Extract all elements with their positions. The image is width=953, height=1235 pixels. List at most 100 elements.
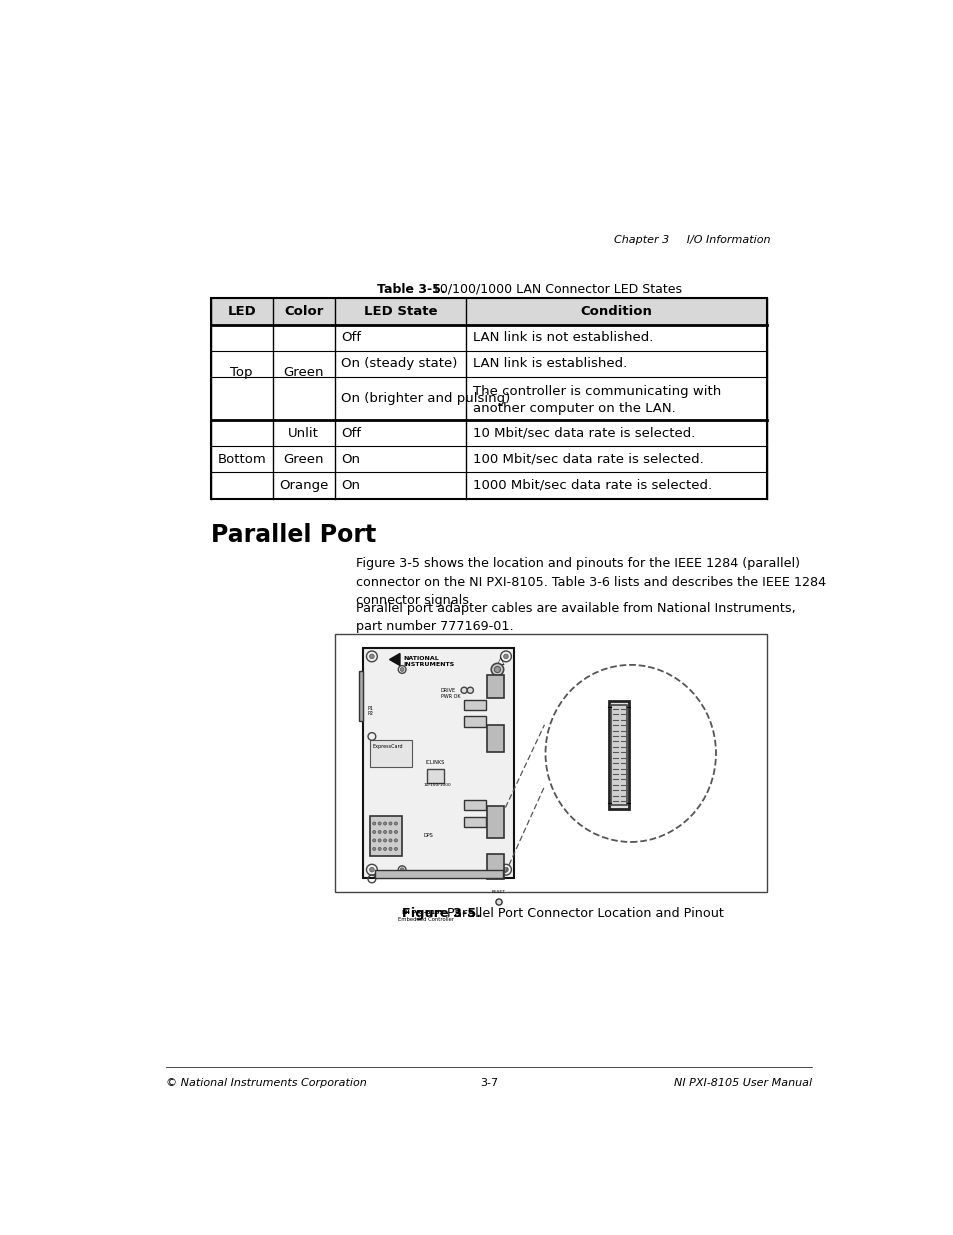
Bar [464, 716, 485, 727]
Text: ICLINKS: ICLINKS [425, 760, 444, 764]
Circle shape [394, 847, 397, 851]
Text: NI PXI-8105 User Manual: NI PXI-8105 User Manual [673, 1078, 811, 1088]
Circle shape [373, 830, 375, 834]
Bar [358, 671, 363, 721]
Text: 36: 36 [630, 798, 644, 808]
Bar [211, 299, 766, 499]
Circle shape [377, 823, 381, 825]
Text: © National Instruments Corporation: © National Instruments Corporation [166, 1078, 366, 1088]
Bar [427, 769, 443, 783]
Text: Orange: Orange [278, 479, 328, 492]
Text: 3-7: 3-7 [479, 1078, 497, 1088]
Bar [211, 299, 766, 325]
Circle shape [467, 687, 473, 693]
Text: Embedded Controller: Embedded Controller [397, 918, 454, 923]
Bar [611, 705, 626, 805]
Circle shape [383, 847, 386, 851]
Text: Figure 3-5.: Figure 3-5. [402, 908, 480, 920]
Text: DPS: DPS [423, 832, 433, 837]
Text: On (brighter and pulsing): On (brighter and pulsing) [340, 391, 510, 405]
Circle shape [373, 839, 375, 842]
Text: On: On [340, 453, 359, 466]
Text: 18: 18 [593, 798, 607, 808]
Circle shape [494, 667, 500, 673]
Text: 1: 1 [599, 703, 607, 713]
Text: ExpressCard: ExpressCard [373, 745, 403, 750]
Bar [464, 799, 485, 810]
Circle shape [503, 655, 508, 658]
Text: LAN link is not established.: LAN link is not established. [472, 331, 653, 345]
Text: Parallel Port: Parallel Port [640, 747, 711, 760]
Circle shape [383, 830, 386, 834]
Circle shape [399, 868, 404, 872]
Circle shape [389, 830, 392, 834]
Circle shape [491, 663, 503, 676]
Bar [369, 740, 412, 767]
Text: Off: Off [340, 331, 360, 345]
Text: Unlit: Unlit [288, 426, 319, 440]
Text: Chapter 3     I/O Information: Chapter 3 I/O Information [613, 235, 769, 246]
Text: RESET: RESET [491, 890, 504, 894]
Circle shape [389, 823, 392, 825]
Bar [464, 816, 485, 827]
Text: Green: Green [283, 366, 324, 379]
Bar [487, 853, 504, 879]
Bar [363, 648, 514, 878]
Circle shape [377, 830, 381, 834]
Circle shape [383, 823, 386, 825]
Circle shape [399, 668, 404, 672]
Text: Bottom: Bottom [217, 453, 266, 466]
Circle shape [389, 847, 392, 851]
Text: On: On [340, 479, 359, 492]
Ellipse shape [545, 664, 716, 842]
Text: NI PXI-8105: NI PXI-8105 [402, 910, 443, 915]
Bar [335, 634, 766, 892]
Text: Parallel Port: Parallel Port [211, 524, 375, 547]
Text: TM: TM [493, 664, 501, 669]
Circle shape [394, 830, 397, 834]
Circle shape [394, 839, 397, 842]
Circle shape [496, 899, 501, 905]
Bar [487, 805, 504, 839]
Bar [608, 701, 629, 809]
Text: Figure 3-5 shows the location and pinouts for the IEEE 1284 (parallel)
connector: Figure 3-5 shows the location and pinout… [355, 557, 825, 608]
Circle shape [377, 839, 381, 842]
Circle shape [373, 823, 375, 825]
Text: LED: LED [227, 305, 255, 317]
Circle shape [383, 839, 386, 842]
Text: Table 3-5.: Table 3-5. [377, 283, 445, 296]
Text: △: △ [497, 656, 504, 666]
Text: Off: Off [340, 426, 360, 440]
Text: 10 Mbit/sec data rate is selected.: 10 Mbit/sec data rate is selected. [472, 426, 695, 440]
Text: 100 Mbit/sec data rate is selected.: 100 Mbit/sec data rate is selected. [472, 453, 702, 466]
Text: Top: Top [231, 366, 253, 379]
Text: 10/100/1000: 10/100/1000 [423, 783, 451, 787]
Text: Condition: Condition [580, 305, 652, 317]
Circle shape [394, 823, 397, 825]
Bar [487, 725, 504, 752]
Text: Parallel port adapter cables are available from National Instruments,
part numbe: Parallel port adapter cables are availab… [355, 601, 795, 634]
Text: P1
P2: P1 P2 [367, 705, 373, 716]
Text: On (steady state): On (steady state) [340, 357, 456, 370]
Text: Green: Green [283, 453, 324, 466]
Text: 19: 19 [630, 703, 644, 713]
Circle shape [503, 867, 508, 872]
Text: 10/100/1000 LAN Connector LED States: 10/100/1000 LAN Connector LED States [423, 283, 681, 296]
Circle shape [389, 839, 392, 842]
Circle shape [460, 687, 467, 693]
Text: LAN link is established.: LAN link is established. [472, 357, 626, 370]
Bar [369, 816, 402, 856]
Circle shape [369, 655, 374, 658]
Text: LED State: LED State [363, 305, 436, 317]
Bar [375, 871, 502, 878]
Text: Color: Color [284, 305, 323, 317]
Bar [464, 699, 485, 710]
Text: The controller is communicating with
another computer on the LAN.: The controller is communicating with ano… [472, 384, 720, 415]
Circle shape [369, 867, 374, 872]
Circle shape [377, 847, 381, 851]
Bar [487, 674, 504, 698]
Text: 1000 Mbit/sec data rate is selected.: 1000 Mbit/sec data rate is selected. [472, 479, 711, 492]
Circle shape [373, 847, 375, 851]
Text: Parallel Port Connector Location and Pinout: Parallel Port Connector Location and Pin… [439, 908, 723, 920]
Text: NATIONAL
INSTRUMENTS: NATIONAL INSTRUMENTS [403, 656, 455, 667]
